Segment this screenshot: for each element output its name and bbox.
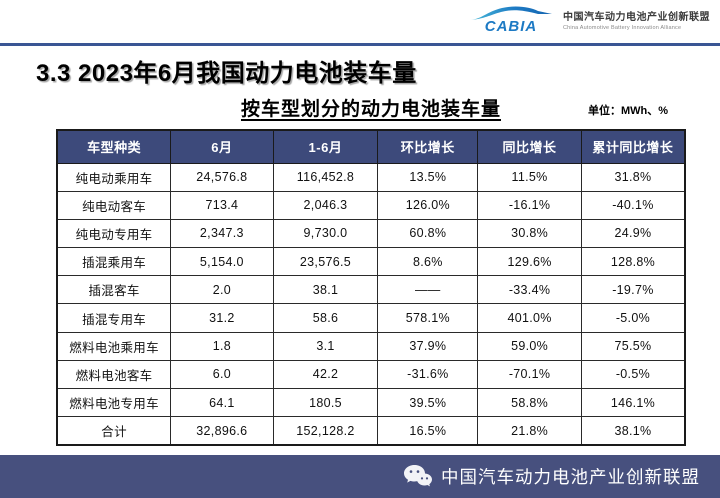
cabia-logo-mark: CABIA	[468, 4, 554, 34]
value-cell: 2,046.3	[272, 190, 379, 220]
value-cell: 32,896.6	[170, 416, 274, 446]
unit-label: 单位：MWh、%	[587, 105, 668, 117]
value-cell: 146.1%	[580, 387, 686, 418]
value-cell: 180.5	[272, 387, 379, 418]
value-cell: 24.9%	[580, 218, 686, 249]
value-cell: 21.8%	[477, 416, 582, 446]
value-cell: 58.8%	[477, 387, 582, 418]
value-cell: 126.0%	[377, 190, 479, 220]
cabia-wordmark: CABIA	[484, 18, 538, 35]
value-cell: 59.0%	[477, 331, 582, 361]
value-cell: 38.1	[272, 275, 379, 305]
footer-bar: 中国汽车动力电池产业创新联盟	[0, 455, 720, 498]
value-cell: 578.1%	[377, 303, 479, 333]
column-header: 环比增长	[377, 129, 479, 164]
battery-installation-table: 车型种类 6月 1-6月 环比增长 同比增长 累计同比增长 纯电动乘用车 24,576.8 1…	[56, 129, 686, 446]
value-cell: 9,730.0	[272, 218, 379, 249]
vehicle-type-cell: 插混乘用车	[56, 247, 172, 277]
table-row: 合计 32,896.6 152,128.2 16.5% 21.8% 38.1%	[56, 416, 686, 446]
vehicle-type-cell: 合计	[56, 416, 172, 446]
value-cell: ——	[377, 275, 479, 305]
vehicle-type-cell: 纯电动乘用车	[56, 162, 172, 192]
column-header: 同比增长	[477, 129, 582, 164]
value-cell: 39.5%	[377, 387, 479, 418]
vehicle-type-cell: 燃料电池乘用车	[56, 331, 172, 361]
table-row: 纯电动专用车 2,347.3 9,730.0 60.8% 30.8% 24.9%	[56, 218, 686, 249]
value-cell: 16.5%	[377, 416, 479, 446]
battery-table-header-row: 车型种类 6月 1-6月 环比增长 同比增长 累计同比增长	[56, 129, 686, 164]
table-row: 纯电动客车 713.4 2,046.3 126.0% -16.1% -40.1%	[56, 190, 686, 220]
value-cell: 42.2	[272, 359, 379, 390]
value-cell: 3.1	[272, 331, 379, 361]
value-cell: 58.6	[272, 303, 379, 333]
column-header: 累计同比增长	[580, 129, 686, 164]
header-divider-line	[0, 43, 720, 46]
vehicle-type-cell: 纯电动客车	[56, 190, 172, 220]
value-cell: 64.1	[170, 387, 274, 418]
value-cell: -70.1%	[477, 359, 582, 390]
alliance-name-en: China Automotive Battery Innovation Alli…	[563, 24, 682, 31]
value-cell: 13.5%	[377, 162, 479, 192]
table-row: 燃料电池乘用车 1.8 3.1 37.9% 59.0% 75.5%	[56, 331, 686, 361]
value-cell: 2,347.3	[170, 218, 274, 249]
table-row: 插混专用车 31.2 58.6 578.1% 401.0% -5.0%	[56, 303, 686, 333]
vehicle-type-cell: 纯电动专用车	[56, 218, 172, 249]
vehicle-type-cell: 插混客车	[56, 275, 172, 305]
value-cell: 2.0	[170, 275, 274, 305]
value-cell: 11.5%	[477, 162, 582, 192]
value-cell: -0.5%	[580, 359, 686, 390]
value-cell: 38.1%	[580, 416, 686, 446]
vehicle-type-cell: 燃料电池客车	[56, 359, 172, 390]
alliance-name-cn: 中国汽车动力电池产业创新联盟	[563, 11, 710, 23]
value-cell: -16.1%	[477, 190, 582, 220]
value-cell: 60.8%	[377, 218, 479, 249]
value-cell: 128.8%	[580, 247, 686, 277]
value-cell: 713.4	[170, 190, 274, 220]
value-cell: -31.6%	[377, 359, 479, 390]
table-row: 插混乘用车 5,154.0 23,576.5 8.6% 129.6% 128.8%	[56, 247, 686, 277]
value-cell: 129.6%	[477, 247, 582, 277]
table-title-row: 按车型划分的动力电池装车量 单位：MWh、%	[56, 94, 686, 120]
value-cell: 1.8	[170, 331, 274, 361]
column-header: 车型种类	[56, 129, 172, 164]
table-row: 插混客车 2.0 38.1 —— -33.4% -19.7%	[56, 275, 686, 305]
alliance-names: 中国汽车动力电池产业创新联盟 China Automotive Battery …	[563, 8, 710, 31]
table-row: 纯电动乘用车 24,576.8 116,452.8 13.5% 11.5% 31.8%	[56, 162, 686, 192]
value-cell: -33.4%	[477, 275, 582, 305]
value-cell: 152,128.2	[272, 416, 379, 446]
value-cell: 8.6%	[377, 247, 479, 277]
value-cell: -5.0%	[580, 303, 686, 333]
value-cell: 24,576.8	[170, 162, 274, 192]
car-swoosh-icon	[470, 6, 552, 20]
value-cell: 6.0	[170, 359, 274, 390]
vehicle-type-cell: 燃料电池专用车	[56, 387, 172, 418]
wechat-icon	[404, 464, 432, 486]
value-cell: 30.8%	[477, 218, 582, 249]
section-title: 3.3 2023年6月我国动力电池装车量	[36, 60, 417, 87]
table-title: 按车型划分的动力电池装车量	[240, 99, 501, 120]
alliance-logo: CABIA 中国汽车动力电池产业创新联盟 China Automotive Ba…	[468, 4, 710, 34]
value-cell: 401.0%	[477, 303, 582, 333]
value-cell: 23,576.5	[272, 247, 379, 277]
value-cell: 31.2	[170, 303, 274, 333]
value-cell: 5,154.0	[170, 247, 274, 277]
value-cell: 31.8%	[580, 162, 686, 192]
value-cell: 75.5%	[580, 331, 686, 361]
value-cell: -19.7%	[580, 275, 686, 305]
value-cell: 37.9%	[377, 331, 479, 361]
column-header: 1-6月	[272, 129, 379, 164]
battery-table-body: 纯电动乘用车 24,576.8 116,452.8 13.5% 11.5% 31.8% 纯电…	[56, 162, 686, 446]
value-cell: -40.1%	[580, 190, 686, 220]
vehicle-type-cell: 插混专用车	[56, 303, 172, 333]
table-row: 燃料电池客车 6.0 42.2 -31.6% -70.1% -0.5%	[56, 359, 686, 390]
column-header: 6月	[170, 129, 274, 164]
footer-org-name: 中国汽车动力电池产业创新联盟	[441, 467, 700, 487]
table-row: 燃料电池专用车 64.1 180.5 39.5% 58.8% 146.1%	[56, 387, 686, 418]
value-cell: 116,452.8	[272, 162, 379, 192]
